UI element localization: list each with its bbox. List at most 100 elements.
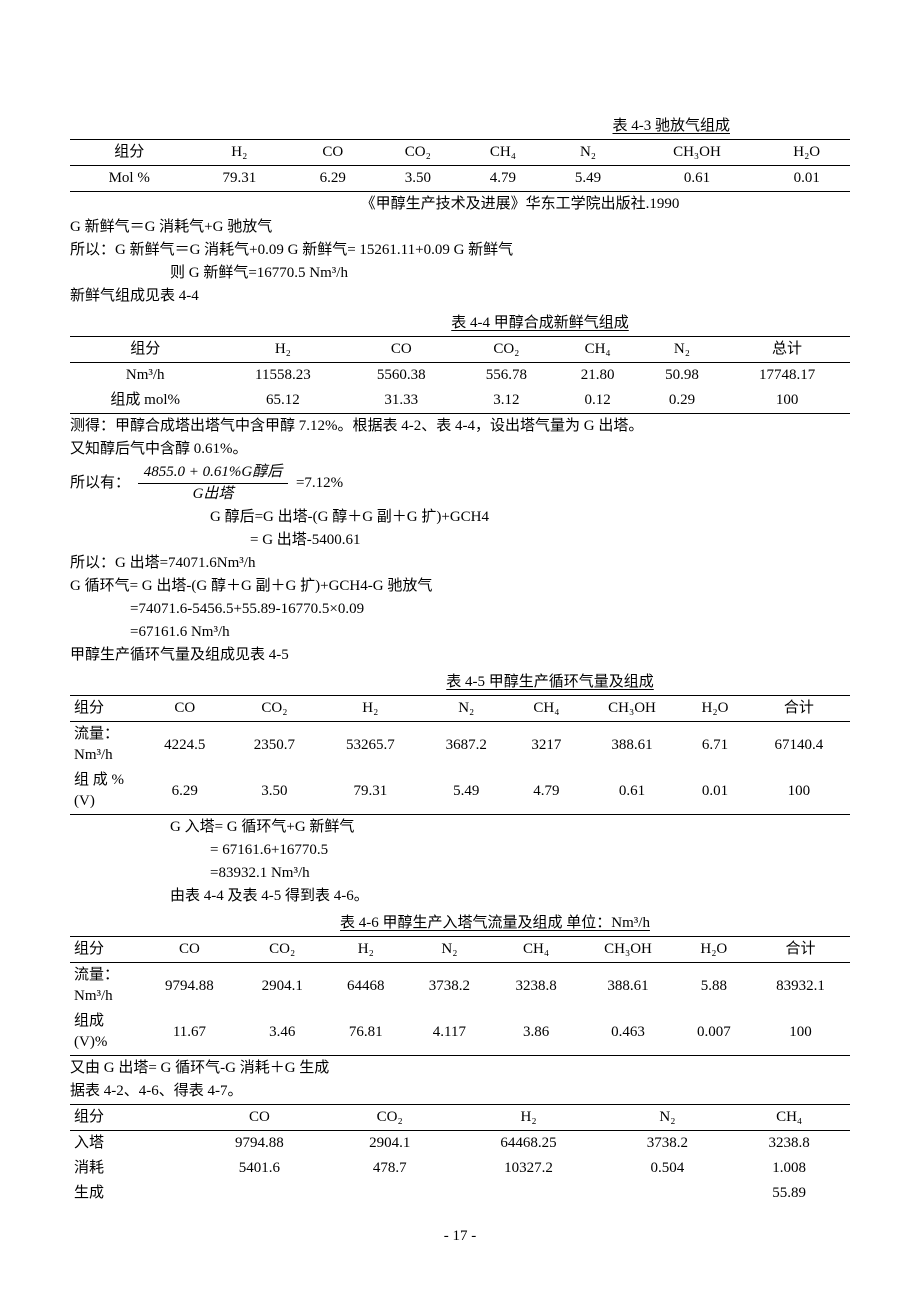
col-hdr: CO: [190, 1105, 329, 1131]
cell: 11.67: [140, 1009, 239, 1056]
cell: [190, 1181, 329, 1206]
col-hdr: CH₄: [493, 937, 580, 963]
cell: 10327.2: [451, 1156, 607, 1181]
cell: 5.49: [545, 166, 630, 192]
cell: 6.71: [682, 722, 747, 769]
col-hdr: H₂O: [763, 140, 850, 166]
row-label: 入塔: [70, 1131, 190, 1157]
col-hdr: CO₂: [230, 696, 320, 722]
cell: 31.33: [345, 388, 457, 414]
cell: 0.007: [677, 1009, 751, 1056]
cell: 50.98: [640, 363, 724, 389]
row-label: 消耗: [70, 1156, 190, 1181]
cell: 55.89: [728, 1181, 850, 1206]
cell: 5.88: [677, 963, 751, 1010]
table-4-3: 组分 H₂ CO CO₂ CH₄ N₂ CH₃OH H₂O Mol % 79.3…: [70, 139, 850, 192]
text-line: 新鲜气组成见表 4-4: [70, 286, 850, 307]
cell: 21.80: [555, 363, 639, 389]
col-hdr: N₂: [640, 337, 724, 363]
row-label: Mol %: [70, 166, 188, 192]
eq-line: 所以：G 出塔=74071.6Nm³/h: [70, 553, 850, 574]
cell: 9794.88: [190, 1131, 329, 1157]
col-hdr: CO₂: [375, 140, 460, 166]
col-hdr: 组分: [70, 337, 220, 363]
cell: 0.61: [631, 166, 764, 192]
col-hdr: 总计: [724, 337, 850, 363]
cell: 3.12: [457, 388, 555, 414]
col-hdr: CH₃OH: [631, 140, 764, 166]
cell: 3687.2: [421, 722, 511, 769]
cell: 64468: [326, 963, 407, 1010]
table-4-3-title: 表 4-3 驰放气组成: [70, 116, 850, 137]
equation-tail: =7.12%: [296, 475, 343, 491]
table-4-4: 组分 H₂ CO CO₂ CH₄ N₂ 总计 Nm³/h 11558.23 55…: [70, 336, 850, 414]
eq-line: G 入塔= G 循环气+G 新鲜气: [70, 817, 850, 838]
para-line: 测得：甲醇合成塔出塔气中含甲醇 7.12%。根据表 4-2、表 4-4，设出塔气…: [70, 416, 850, 437]
cell: 53265.7: [319, 722, 421, 769]
eq-line: 所以：G 新鲜气＝G 消耗气+0.09 G 新鲜气= 15261.11+0.09…: [70, 240, 850, 261]
cell: 65.12: [220, 388, 345, 414]
cell: 3238.8: [728, 1131, 850, 1157]
col-hdr: H₂O: [682, 696, 747, 722]
cell: 3.86: [493, 1009, 580, 1056]
cell: 3217: [511, 722, 582, 769]
eq-line: G 循环气= G 出塔-(G 醇＋G 副＋G 扩)+GCH4-G 驰放气: [70, 576, 850, 597]
cell: 64468.25: [451, 1131, 607, 1157]
col-hdr: H₂: [319, 696, 421, 722]
col-hdr: 组分: [70, 937, 140, 963]
cell: [607, 1181, 729, 1206]
cell: 556.78: [457, 363, 555, 389]
cell: 0.504: [607, 1156, 729, 1181]
row-label: 流量：Nm³/h: [70, 963, 140, 1010]
col-hdr: 组分: [70, 140, 188, 166]
col-hdr: CH₃OH: [579, 937, 676, 963]
table-4-5-title: 表 4-5 甲醇生产循环气量及组成: [70, 672, 850, 693]
col-hdr: CO₂: [457, 337, 555, 363]
cell: 4224.5: [140, 722, 230, 769]
cell: 67140.4: [748, 722, 850, 769]
table-4-6: 组分 CO CO₂ H₂ N₂ CH₄ CH₃OH H₂O 合计 流量：Nm³/…: [70, 936, 850, 1056]
col-hdr: CO₂: [239, 937, 326, 963]
col-hdr: CO₂: [329, 1105, 451, 1131]
col-hdr: CO: [290, 140, 375, 166]
table-4-6-title: 表 4-6 甲醇生产入塔气流量及组成 单位：Nm³/h: [70, 913, 850, 934]
text-line: 甲醇生产循环气量及组成见表 4-5: [70, 645, 850, 666]
cell: 79.31: [319, 768, 421, 815]
col-hdr: 组分: [70, 696, 140, 722]
para-line: 又知醇后气中含醇 0.61%。: [70, 439, 850, 460]
cell: [451, 1181, 607, 1206]
row-label: Nm³/h: [70, 363, 220, 389]
eq-line: G 新鲜气＝G 消耗气+G 驰放气: [70, 217, 850, 238]
col-hdr: N₂: [545, 140, 630, 166]
table-4-7: 组分 CO CO₂ H₂ N₂ CH₄ 入塔 9794.88 2904.1 64…: [70, 1104, 850, 1206]
eq-line: = G 出塔-5400.61: [70, 530, 850, 551]
col-hdr: CO: [345, 337, 457, 363]
eq-line: = 67161.6+16770.5: [70, 840, 850, 861]
eq-line: G 醇后=G 出塔-(G 醇＋G 副＋G 扩)+GCH4: [70, 507, 850, 528]
col-hdr: N₂: [406, 937, 493, 963]
citation: 《甲醇生产技术及进展》华东工学院出版社.1990: [70, 194, 850, 215]
equation-fraction: 所以有： 4855.0 + 0.61%G醇后 G出塔 =7.12%: [70, 462, 850, 505]
cell: 100: [724, 388, 850, 414]
cell: 4.79: [511, 768, 582, 815]
eq-line: =74071.6-5456.5+55.89-16770.5×0.09: [70, 599, 850, 620]
page-number: - 17 -: [70, 1226, 850, 1247]
cell: 0.61: [582, 768, 683, 815]
fraction: 4855.0 + 0.61%G醇后 G出塔: [138, 462, 288, 505]
cell: 5560.38: [345, 363, 457, 389]
row-label: 生成: [70, 1181, 190, 1206]
col-hdr: 合计: [751, 937, 850, 963]
eq-line: 则 G 新鲜气=16770.5 Nm³/h: [70, 263, 850, 284]
cell: 2350.7: [230, 722, 320, 769]
cell: 3738.2: [406, 963, 493, 1010]
cell: 0.463: [579, 1009, 676, 1056]
col-hdr: CO: [140, 937, 239, 963]
col-hdr: 合计: [748, 696, 850, 722]
cell: 1.008: [728, 1156, 850, 1181]
cell: 6.29: [140, 768, 230, 815]
numerator: 4855.0 + 0.61%G醇后: [138, 462, 288, 484]
cell: 0.01: [763, 166, 850, 192]
text-line: 据表 4-2、4-6、得表 4-7。: [70, 1081, 850, 1102]
eq-line: 又由 G 出塔= G 循环气-G 消耗＋G 生成: [70, 1058, 850, 1079]
cell: 6.29: [290, 166, 375, 192]
